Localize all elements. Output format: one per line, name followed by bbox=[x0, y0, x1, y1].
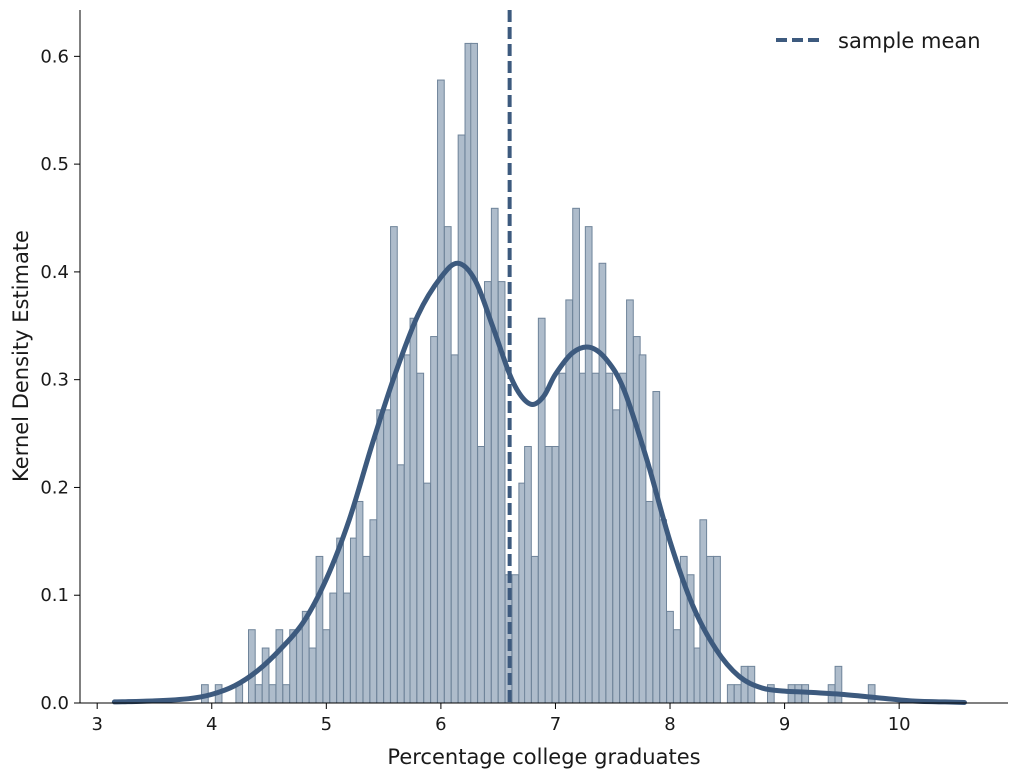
histogram-bar bbox=[626, 299, 634, 704]
histogram-bar bbox=[605, 372, 614, 704]
histogram-bar bbox=[584, 226, 593, 704]
y-tick-label: 0.6 bbox=[40, 46, 69, 67]
histogram-bar bbox=[673, 629, 681, 704]
histogram-bar bbox=[834, 665, 843, 704]
histogram-bar bbox=[699, 519, 708, 704]
histogram-bar bbox=[645, 500, 654, 704]
x-axis-title: Percentage college graduates bbox=[387, 745, 700, 769]
histogram-bar bbox=[315, 555, 324, 704]
histogram-bar bbox=[416, 372, 425, 704]
histogram-bar bbox=[362, 555, 371, 704]
histogram-bar bbox=[558, 372, 567, 704]
histogram-bar bbox=[572, 207, 580, 704]
histogram-bar bbox=[450, 354, 459, 704]
y-tick-label: 0.0 bbox=[40, 693, 69, 714]
x-tick-label: 9 bbox=[779, 714, 790, 735]
y-tick-label: 0.5 bbox=[40, 154, 69, 175]
histogram-bar bbox=[430, 336, 438, 704]
histogram-bar bbox=[524, 445, 532, 704]
x-tick-label: 8 bbox=[664, 714, 675, 735]
x-ticks: 3 4 5 6 7 8 9 10 bbox=[91, 703, 911, 735]
kde-curve-group bbox=[111, 260, 967, 705]
histogram-bar bbox=[457, 134, 466, 704]
histogram-bar bbox=[423, 482, 431, 704]
x-tick-label: 3 bbox=[91, 714, 102, 735]
histogram-bar bbox=[235, 684, 244, 704]
histogram-bar bbox=[396, 464, 405, 704]
histogram-bar bbox=[470, 42, 478, 704]
histogram-bar bbox=[409, 317, 418, 704]
histogram-bar bbox=[343, 592, 351, 704]
histogram-bar bbox=[706, 555, 714, 704]
kde-curve bbox=[111, 260, 967, 705]
x-tick-label: 4 bbox=[206, 714, 217, 735]
histogram-bar bbox=[383, 409, 391, 704]
histogram-bar bbox=[390, 226, 398, 704]
histogram-bar bbox=[443, 226, 452, 704]
histogram-bar bbox=[652, 391, 661, 704]
y-tick-label: 0.1 bbox=[40, 585, 69, 606]
histogram-bar bbox=[551, 445, 560, 704]
x-tick-label: 6 bbox=[435, 714, 446, 735]
histogram-bar bbox=[369, 519, 378, 704]
histogram-bar bbox=[275, 629, 284, 704]
histogram-bar bbox=[666, 610, 674, 704]
histogram-bar bbox=[733, 684, 742, 704]
histogram-bar bbox=[530, 555, 539, 704]
histogram-bar bbox=[619, 372, 627, 704]
histogram-bar bbox=[612, 409, 621, 704]
histogram-bar bbox=[511, 574, 520, 704]
histogram-bar bbox=[591, 372, 600, 704]
histogram-bar bbox=[261, 647, 270, 704]
histogram-bar bbox=[248, 629, 256, 704]
x-tick-label: 10 bbox=[888, 714, 911, 735]
histogram-bar bbox=[376, 409, 385, 704]
histogram-bar bbox=[477, 445, 485, 704]
histogram-bar bbox=[867, 684, 876, 704]
y-tick-label: 0.4 bbox=[40, 262, 69, 283]
legend: sample mean bbox=[776, 29, 981, 53]
axes: 3 4 5 6 7 8 9 10 0.0 0.1 0.2 0.3 0.4 0.5 0.6 bbox=[40, 10, 1008, 735]
histogram-bar bbox=[484, 281, 492, 704]
histogram-bar bbox=[329, 592, 338, 704]
histogram-bar bbox=[268, 684, 277, 704]
histogram-bar bbox=[322, 629, 331, 704]
histogram-bar bbox=[537, 317, 546, 704]
histogram-bar bbox=[308, 647, 317, 704]
x-tick-label: 5 bbox=[321, 714, 332, 735]
y-axis-title: Kernel Density Estimate bbox=[9, 230, 33, 482]
legend-mean-label: sample mean bbox=[838, 29, 981, 53]
y-tick-label: 0.2 bbox=[40, 477, 69, 498]
histogram-bar bbox=[282, 684, 291, 704]
histogram-bar bbox=[437, 79, 445, 704]
histogram-bar bbox=[544, 445, 553, 704]
histogram-bars bbox=[201, 42, 876, 704]
histogram-bar bbox=[659, 519, 667, 704]
histogram-bar bbox=[336, 537, 344, 704]
histogram-bar bbox=[355, 500, 364, 704]
histogram-bar bbox=[254, 684, 263, 704]
histogram-bar bbox=[713, 555, 721, 704]
histogram-bar bbox=[490, 207, 499, 704]
y-tick-label: 0.3 bbox=[40, 370, 69, 391]
histogram-bar bbox=[740, 665, 749, 704]
x-tick-label: 7 bbox=[550, 714, 561, 735]
histogram-bar bbox=[726, 684, 735, 704]
y-ticks: 0.0 0.1 0.2 0.3 0.4 0.5 0.6 bbox=[40, 46, 80, 714]
histogram-bar bbox=[598, 262, 607, 704]
histogram-bar bbox=[638, 354, 647, 704]
